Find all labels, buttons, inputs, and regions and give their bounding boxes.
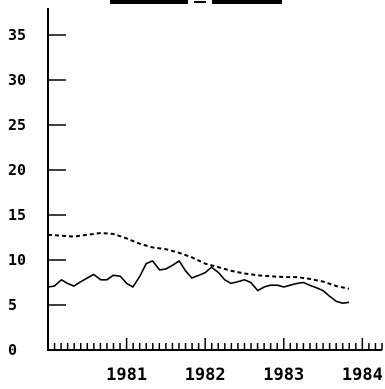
y-tick-label: 20 bbox=[8, 161, 26, 179]
x-axis-ticks: 1981 1982 1983 1984 bbox=[47, 338, 383, 385]
x-tick-label: 1982 bbox=[185, 365, 226, 385]
y-tick-label: 5 bbox=[8, 296, 17, 314]
y-tick-label: 15 bbox=[8, 206, 26, 224]
y-tick-label: 0 bbox=[8, 341, 17, 359]
series-group bbox=[47, 232, 350, 305]
y-axis-ticks: 0 5 10 15 20 25 30 35 bbox=[8, 26, 66, 359]
y-tick-label: 10 bbox=[8, 251, 26, 269]
y-tick-label: 25 bbox=[8, 116, 26, 134]
x-tick-label: 1983 bbox=[263, 365, 304, 385]
y-tick-label: 30 bbox=[8, 71, 26, 89]
x-tick-label: 1984 bbox=[342, 365, 383, 385]
series-line-solid bbox=[47, 260, 350, 305]
x-tick-label: 1981 bbox=[106, 365, 147, 385]
y-tick-label: 35 bbox=[8, 26, 26, 44]
cropped-title-fragment bbox=[110, 0, 282, 4]
series-line-dashed bbox=[47, 232, 350, 290]
axes bbox=[47, 8, 382, 351]
